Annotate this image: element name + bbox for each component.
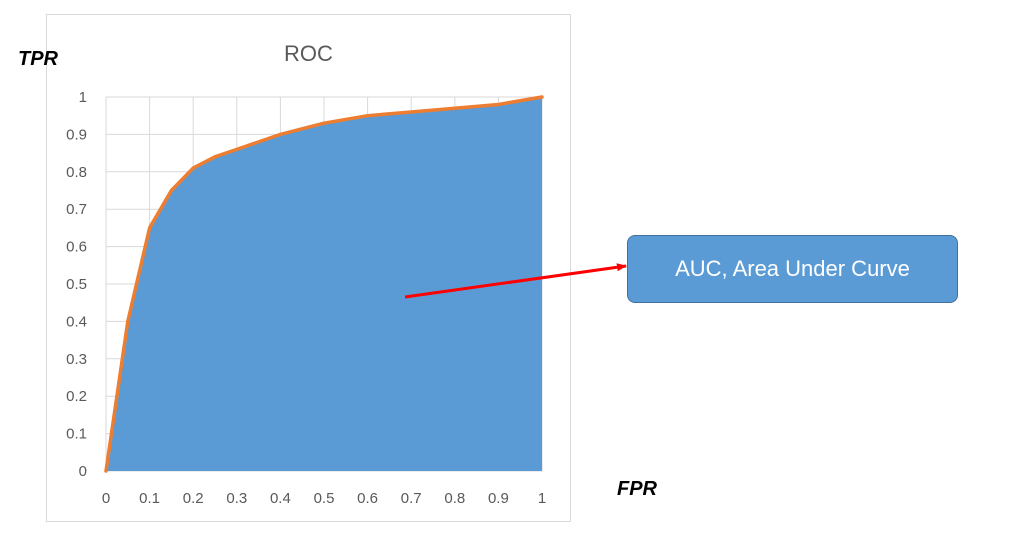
- y-tick-label: 0.3: [66, 351, 87, 368]
- y-tick-label: 0.6: [66, 239, 87, 256]
- y-tick-label: 0.5: [66, 276, 87, 293]
- roc-curve-line: [104, 95, 544, 473]
- chart-title: ROC: [284, 41, 333, 66]
- x-tick-label: 0.5: [314, 490, 335, 507]
- y-tick-label: 0.1: [66, 426, 87, 443]
- y-tick-label: 0.7: [66, 201, 87, 218]
- x-tick-label: 0: [102, 490, 110, 507]
- auc-callout-box: AUC, Area Under Curve: [627, 235, 958, 303]
- y-tick-label: 0.4: [66, 313, 87, 330]
- y-tick-label: 0.8: [66, 164, 87, 181]
- x-axis-label: FPR: [617, 478, 657, 500]
- x-tick-label: 0.2: [183, 490, 204, 507]
- y-tick-label: 0.2: [66, 388, 87, 405]
- y-tick-label: 0: [79, 463, 87, 480]
- x-tick-label: 0.8: [444, 490, 465, 507]
- x-tick-label: 0.6: [357, 490, 378, 507]
- y-tick-label: 0.9: [66, 126, 87, 143]
- x-tick-label: 0.7: [401, 490, 422, 507]
- auc-area: [106, 97, 542, 471]
- auc-callout-text: AUC, Area Under Curve: [675, 256, 910, 281]
- x-tick-label: 0.3: [226, 490, 247, 507]
- y-tick-label: 1: [79, 89, 87, 106]
- x-tick-label: 0.4: [270, 490, 291, 507]
- y-axis-label: TPR: [18, 48, 58, 70]
- x-tick-label: 1: [538, 490, 546, 507]
- x-tick-label: 0.9: [488, 490, 509, 507]
- x-tick-label: 0.1: [139, 490, 160, 507]
